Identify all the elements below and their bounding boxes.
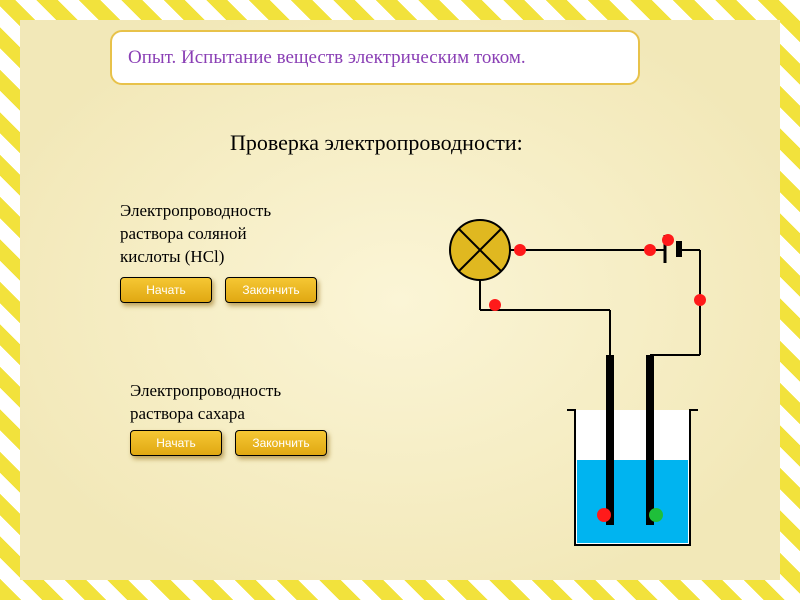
title-box: Опыт. Испытание веществ электрическим то… — [110, 30, 640, 85]
btn-label: Начать — [156, 436, 196, 450]
btn-label: Закончить — [252, 436, 309, 450]
start-button-sugar[interactable]: Начать — [130, 430, 222, 456]
btn-label: Начать — [146, 283, 186, 297]
stop-button-sugar[interactable]: Закончить — [235, 430, 327, 456]
circuit-diagram — [390, 200, 730, 560]
stop-button-hcl[interactable]: Закончить — [225, 277, 317, 303]
btn-label: Закончить — [242, 283, 299, 297]
title-text: Опыт. Испытание веществ электрическим то… — [128, 47, 526, 69]
section2-label: Электропроводностьраствора сахара — [130, 380, 281, 426]
slide-content: Опыт. Испытание веществ электрическим то… — [20, 20, 780, 580]
section1-label: Электропроводностьраствора солянойкислот… — [120, 200, 271, 269]
subtitle-text: Проверка электропроводности: — [230, 130, 523, 156]
start-button-hcl[interactable]: Начать — [120, 277, 212, 303]
